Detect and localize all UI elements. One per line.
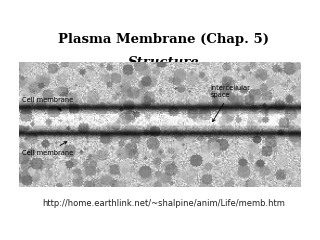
Text: Structure: Structure — [128, 56, 200, 69]
Text: Cell membrane: Cell membrane — [22, 97, 73, 110]
Text: Plasma Membrane (Chap. 5): Plasma Membrane (Chap. 5) — [59, 33, 269, 46]
Text: Cell membrane: Cell membrane — [22, 142, 73, 156]
Text: Intercellular
space: Intercellular space — [211, 85, 251, 122]
Text: http://home.earthlink.net/~shalpine/anim/Life/memb.htm: http://home.earthlink.net/~shalpine/anim… — [43, 199, 285, 208]
